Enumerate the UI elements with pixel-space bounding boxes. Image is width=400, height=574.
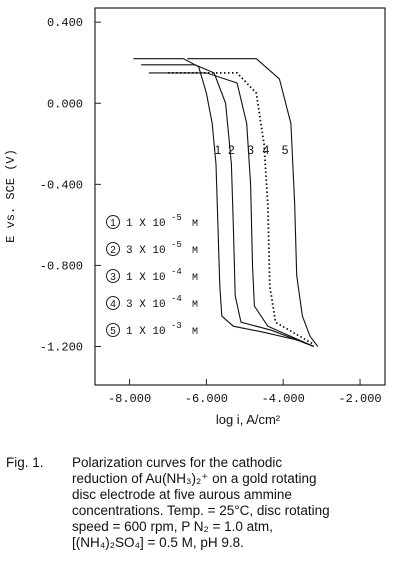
caption-line: concentrations. Temp. = 25°C, disc rotat… (72, 503, 330, 518)
legend-exp: -5 (171, 213, 182, 223)
legend-unit: M (192, 246, 198, 257)
curve (187, 58, 319, 347)
y-tick-label: -1.200 (40, 340, 83, 354)
legend-circle (106, 242, 120, 256)
legend-unit: M (192, 219, 198, 230)
legend-mark: 2 (110, 245, 116, 256)
legend-mark: 3 (110, 272, 116, 283)
legend-text: 3 X 10 (126, 245, 166, 257)
x-tick-label: -8.000 (108, 392, 151, 406)
legend-unit: M (192, 327, 198, 338)
caption-line: Polarization curves for the cathodic (72, 455, 283, 470)
curve (168, 72, 315, 346)
chart: E vs. SCE (V) log i, A/cm² 0.400 0.000 -0.… (4, 7, 386, 427)
legend-unit: M (192, 300, 198, 311)
legend-unit: M (192, 273, 198, 284)
caption: Fig. 1. Polarization curves for the cath… (6, 455, 394, 551)
legend-mark: 1 (110, 218, 116, 229)
plot-frame (94, 7, 386, 386)
curve (148, 72, 315, 348)
caption-text: Polarization curves for the cathodic redu… (72, 455, 330, 551)
curve-label: 1 (215, 143, 222, 157)
caption-line: disc electrode at five aurous ammine (72, 487, 292, 502)
legend-circle (106, 215, 120, 229)
legend-text: 1 X 10 (126, 326, 166, 338)
curve-label: 4 (263, 143, 270, 157)
curve-label: 2 (228, 143, 235, 157)
legend-circle (106, 269, 120, 283)
y-tick-label: -0.400 (40, 178, 83, 192)
curve (141, 64, 315, 348)
x-tick-label: -6.000 (185, 392, 228, 406)
caption-line: [(NH₄)₂SO₄] = 0.5 M, pH 9.8. (72, 535, 244, 550)
legend-exp: -4 (171, 267, 182, 277)
legend-exp: -4 (171, 294, 182, 304)
legend-circle (106, 296, 120, 310)
legend-mark: 4 (110, 299, 116, 310)
legend-text: 3 X 10 (126, 299, 166, 311)
legend-mark: 5 (110, 326, 116, 337)
curve-label: 3 (247, 143, 254, 157)
y-axis-label: E vs. SCE (V) (4, 149, 18, 243)
x-tick-label: -2.000 (338, 392, 381, 406)
y-tick-label: 0.400 (47, 16, 83, 30)
x-tick-label: -4.000 (262, 392, 305, 406)
legend-circle (106, 323, 120, 337)
caption-line: speed = 600 rpm, P N₂ = 1.0 atm, (72, 519, 273, 534)
legend-exp: -3 (171, 321, 182, 331)
legend-exp: -5 (171, 240, 182, 250)
y-tick-label: -0.800 (40, 259, 83, 273)
legend-text: 1 X 10 (126, 272, 166, 284)
y-tick-label: 0.000 (47, 97, 83, 111)
curve-label: 5 (282, 143, 289, 157)
caption-line: reduction of Au(NH₃)₂⁺ on a gold rotatin… (72, 471, 317, 486)
caption-label: Fig. 1. (6, 455, 44, 470)
legend-text: 1 X 10 (126, 218, 166, 230)
x-axis-label: log i, A/cm² (216, 412, 281, 427)
